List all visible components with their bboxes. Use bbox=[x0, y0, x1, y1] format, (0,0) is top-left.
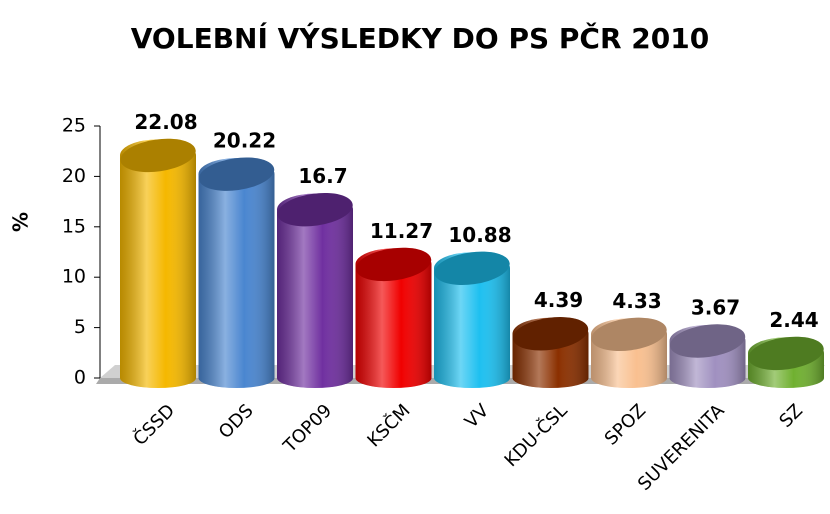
bar-top-shade bbox=[512, 317, 589, 351]
bar-shade bbox=[198, 158, 275, 388]
data-label: 10.88 bbox=[448, 223, 511, 247]
y-tick-label: 20 bbox=[62, 165, 86, 187]
x-tick-label: SPOZ bbox=[601, 400, 650, 449]
bar-top bbox=[748, 336, 824, 371]
bar-shade bbox=[120, 139, 196, 388]
data-label: 11.27 bbox=[370, 219, 433, 243]
y-tick-label: 10 bbox=[62, 266, 86, 288]
bar-top bbox=[512, 317, 589, 351]
data-label: 4.39 bbox=[534, 288, 583, 312]
bar-top-shade bbox=[748, 336, 824, 371]
bar-top-shade bbox=[434, 251, 510, 286]
x-tick-label: SZ bbox=[775, 400, 807, 432]
chart-title: VOLEBNÍ VÝSLEDKY DO PS PČR 2010 bbox=[131, 21, 709, 55]
x-tick-label: KDU-ČSL bbox=[500, 400, 572, 472]
bar-top bbox=[591, 317, 667, 352]
x-tick-label: ODS bbox=[215, 400, 258, 443]
y-axis-label: % bbox=[9, 212, 33, 232]
bar-top-shade bbox=[669, 324, 746, 358]
data-label: 20.22 bbox=[213, 129, 276, 153]
data-label: 16.7 bbox=[298, 164, 347, 188]
y-tick-label: 0 bbox=[74, 367, 86, 389]
bar-top-shade bbox=[355, 247, 432, 282]
bar-top-shade bbox=[198, 157, 275, 191]
bar-top-shade bbox=[277, 192, 353, 227]
x-tick-label: TOP09 bbox=[279, 400, 336, 457]
bar-shade bbox=[434, 252, 510, 388]
data-label: 22.08 bbox=[134, 110, 197, 134]
data-label: 2.44 bbox=[769, 308, 818, 332]
x-tick-label: VV bbox=[461, 400, 494, 433]
y-tick-label: 15 bbox=[62, 215, 86, 237]
bar-shade bbox=[355, 248, 432, 388]
data-label: 4.33 bbox=[612, 289, 661, 313]
bar-top-shade bbox=[591, 317, 667, 352]
x-tick-label: KSČM bbox=[363, 400, 415, 452]
y-tick-label: 5 bbox=[74, 316, 86, 338]
bar-top bbox=[434, 251, 510, 286]
bar-top bbox=[198, 157, 275, 191]
bar-top-shade bbox=[120, 138, 196, 173]
bar-top bbox=[120, 138, 196, 173]
bar-top bbox=[277, 192, 353, 227]
bar-top bbox=[355, 247, 432, 282]
x-tick-label: ČSSD bbox=[129, 400, 179, 450]
bar-top bbox=[669, 324, 746, 358]
data-label: 3.67 bbox=[691, 296, 740, 320]
y-tick-label: 25 bbox=[62, 115, 86, 137]
bar-shade bbox=[277, 193, 353, 388]
